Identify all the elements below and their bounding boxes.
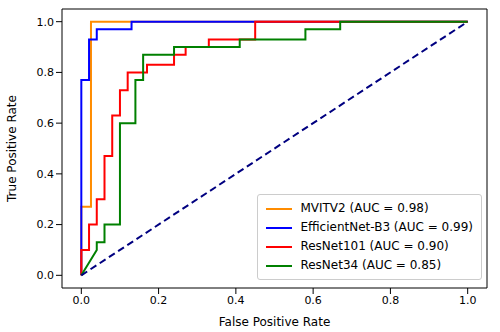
svg-text:0.2: 0.2 xyxy=(37,218,55,231)
svg-text:0.6: 0.6 xyxy=(37,117,55,130)
svg-text:0.4: 0.4 xyxy=(37,168,55,181)
svg-text:0.0: 0.0 xyxy=(73,294,91,307)
svg-text:0.6: 0.6 xyxy=(304,294,322,307)
svg-text:0.2: 0.2 xyxy=(150,294,168,307)
html-text:ResNet101 (AUC = 0.90): ResNet101 (AUC = 0.90) xyxy=(300,239,449,253)
html-text:EfficientNet-B3 (AUC = 0.99): EfficientNet-B3 (AUC = 0.99) xyxy=(300,220,473,234)
html-text:MVITV2 (AUC = 0.98): MVITV2 (AUC = 0.98) xyxy=(300,201,429,215)
svg-text:False Positive Rate: False Positive Rate xyxy=(219,315,331,329)
svg-text:1.0: 1.0 xyxy=(37,16,55,29)
svg-text:0.8: 0.8 xyxy=(37,66,55,79)
svg-text:1.0: 1.0 xyxy=(459,294,477,307)
html-text:ResNet34 (AUC = 0.85): ResNet34 (AUC = 0.85) xyxy=(300,258,442,272)
svg-text:0.4: 0.4 xyxy=(227,294,245,307)
svg-text:0.8: 0.8 xyxy=(382,294,400,307)
svg-text:True Positive Rate: True Positive Rate xyxy=(5,95,19,203)
svg-text:0.0: 0.0 xyxy=(37,269,55,282)
